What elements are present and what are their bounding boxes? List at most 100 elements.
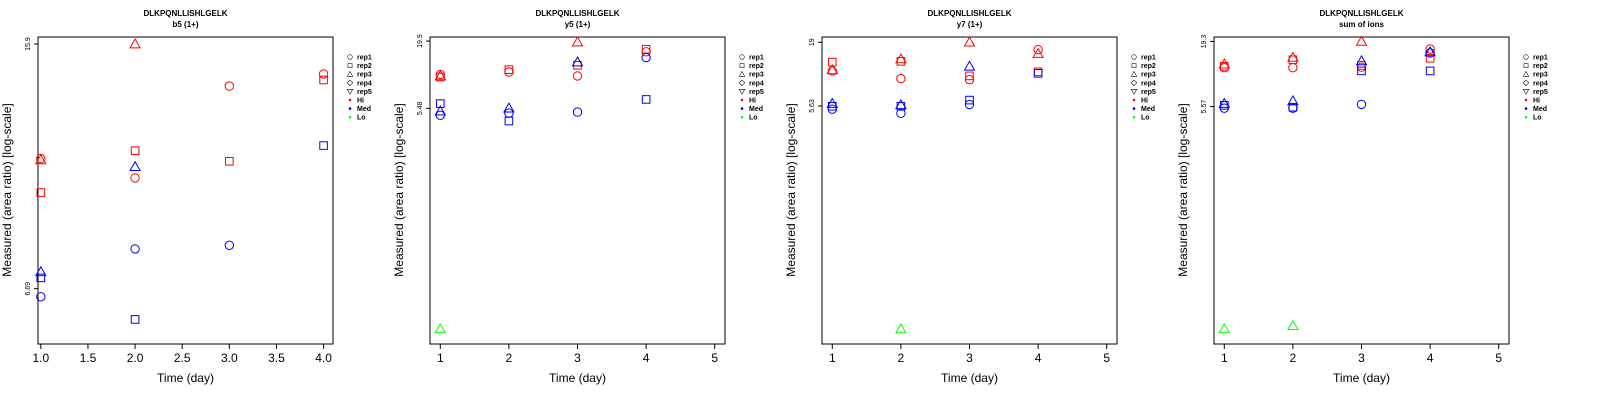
data-point: [1424, 45, 1436, 57]
data-point: [224, 240, 235, 250]
legend-label: rep4: [1141, 80, 1156, 87]
legend-symbol: [738, 89, 746, 95]
chart-panel-1: DLKPQNLLISHLGELK b5 (1+) 1.0 1.5 2.0 2.5 3.0 3.…: [0, 9, 372, 385]
legend-symbol: [1130, 79, 1138, 86]
data-point: [1287, 51, 1299, 62]
y-tick-label: 19.3: [1201, 35, 1208, 49]
plot-frame: [37, 36, 334, 345]
legend-symbol: [1522, 89, 1530, 95]
data-point: [435, 110, 445, 120]
legend-label: rep2: [749, 63, 764, 70]
x-tick-label: 2.0: [127, 351, 144, 365]
data-point: [1287, 319, 1299, 331]
data-point: [1288, 62, 1298, 73]
data-point: [964, 99, 975, 110]
x-tick-label: 4: [1427, 351, 1434, 365]
legend-label: rep5: [1141, 89, 1156, 96]
legend-label: Lo: [1533, 115, 1542, 122]
data-point: [965, 95, 974, 105]
legend-symbol: [1522, 79, 1530, 86]
data-point: [571, 56, 584, 67]
data-point: [434, 69, 447, 81]
data-point: [896, 101, 906, 111]
legend-symbol: [347, 54, 353, 60]
x-tick-label: 1: [829, 351, 836, 365]
chart-panel-3: DLKPQNLLISHLGELK y7 (1+) 1 2 3 4 5 5.63 19 Time (…: [784, 9, 1156, 385]
legend-symbol: [1523, 63, 1529, 68]
legend-symbol: [1524, 98, 1528, 102]
x-tick-label: 3.0: [221, 351, 238, 365]
x-tick-label: 4: [643, 351, 650, 365]
data-point: [34, 153, 47, 165]
x-tick-label: 1.5: [80, 351, 97, 365]
legend-label: rep4: [1533, 80, 1548, 87]
legend-symbol: [1132, 107, 1136, 110]
legend-symbol: [1132, 98, 1136, 102]
y-tick-label: 5.48: [417, 101, 424, 115]
y-tick-label: 5.63: [809, 99, 816, 113]
legend-label: rep4: [749, 80, 764, 87]
x-tick-label: 5: [711, 351, 718, 365]
legend-symbol: [1131, 54, 1137, 60]
legend-label: Lo: [1141, 115, 1150, 122]
plot-frame: [429, 36, 726, 345]
y-tick-label: 6.69: [25, 282, 32, 296]
legend-symbol: [348, 98, 352, 102]
legend-label: rep1: [1533, 55, 1548, 62]
legend-label: rep1: [357, 55, 372, 62]
data-point: [435, 99, 445, 108]
data-point: [130, 173, 140, 183]
x-tick-label: 3: [574, 351, 581, 365]
legend-symbol: [740, 98, 744, 102]
data-point: [963, 60, 976, 71]
x-tick-label: 5: [1495, 351, 1502, 365]
x-tick-label: 1: [437, 351, 444, 365]
legend-label: rep5: [357, 89, 372, 96]
legend-label: Med: [357, 106, 371, 113]
legend-label: Lo: [749, 115, 758, 122]
chart-title: DLKPQNLLISHLGELK: [928, 9, 1012, 18]
data-point: [504, 65, 514, 74]
x-tick-label: 3: [1358, 351, 1365, 365]
legend-symbol: [1523, 54, 1529, 60]
data-point: [1355, 54, 1368, 66]
legend-symbol: [740, 107, 744, 110]
legend-symbol: [1524, 107, 1528, 110]
legend-symbol: [739, 63, 745, 68]
y-tick-label: 5.57: [1201, 100, 1208, 114]
legend-label: Hi: [357, 98, 364, 105]
legend-symbol: [738, 70, 746, 77]
x-tick-label: 1: [1221, 351, 1228, 365]
legend-symbol: [738, 79, 746, 86]
legend-symbol: [740, 115, 744, 119]
legend-label: rep3: [1141, 72, 1156, 79]
data-point: [1425, 53, 1435, 63]
data-point: [965, 71, 974, 81]
data-point: [1218, 58, 1231, 69]
data-point: [1219, 101, 1229, 110]
data-point: [224, 81, 235, 91]
data-point: [1356, 99, 1367, 110]
data-point: [1219, 62, 1229, 73]
legend-label: rep3: [749, 72, 764, 79]
legend-label: Hi: [749, 98, 756, 105]
data-point: [896, 57, 906, 66]
chart-panel-2: DLKPQNLLISHLGELK y5 (1+) 1 2 3 4 5 5.48 19.9 Time…: [392, 9, 764, 385]
data-point: [130, 244, 140, 254]
legend-label: Hi: [1533, 98, 1540, 105]
data-point: [1033, 69, 1043, 78]
chart-panel-4: DLKPQNLLISHLGELK sum of ions 1 2 3 4 5 5.57 19.3…: [1176, 9, 1548, 385]
legend-label: Med: [1533, 106, 1547, 113]
legend-symbol: [1130, 70, 1138, 77]
legend-label: Med: [749, 106, 763, 113]
legend-label: rep4: [357, 80, 372, 87]
data-point: [130, 146, 140, 156]
data-point: [571, 36, 584, 47]
data-point: [225, 156, 234, 166]
chart-subtitle: y7 (1+): [957, 20, 983, 29]
data-point: [129, 160, 141, 172]
x-tick-label: 4.0: [315, 351, 332, 365]
